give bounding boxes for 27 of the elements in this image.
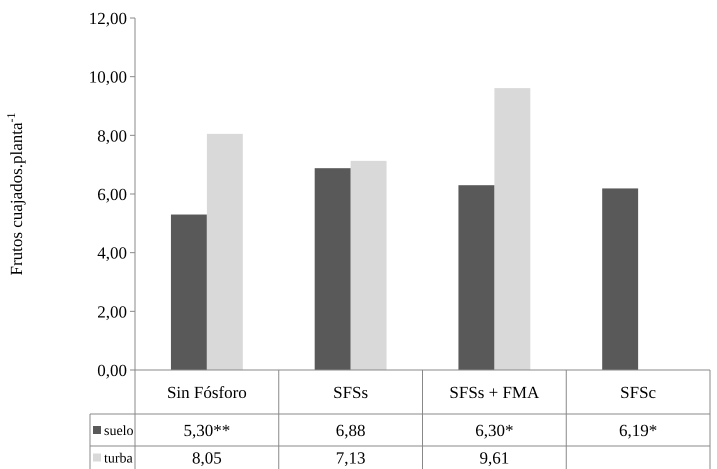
y-tick-label: 10,00 bbox=[88, 68, 127, 87]
x-tick-label: SFSs bbox=[333, 382, 368, 402]
bar bbox=[206, 134, 243, 370]
bar bbox=[350, 160, 387, 370]
bar bbox=[170, 214, 207, 370]
legend-label: turba bbox=[104, 451, 134, 466]
y-tick-label: 12,00 bbox=[88, 8, 127, 28]
data-label: 7,13 bbox=[336, 448, 366, 468]
data-label: 9,61 bbox=[480, 448, 510, 468]
data-label: 8,05 bbox=[192, 448, 222, 468]
data-label: 5,30** bbox=[184, 420, 230, 440]
y-tick-label: 2,00 bbox=[97, 302, 127, 322]
data-label: 6,88 bbox=[336, 420, 366, 440]
y-tick-label: 4,00 bbox=[97, 244, 127, 263]
y-tick-label: 6,00 bbox=[97, 184, 127, 204]
bar bbox=[458, 185, 494, 370]
bar bbox=[314, 168, 351, 370]
data-label: 6,19* bbox=[619, 420, 658, 440]
x-tick-label: SFSc bbox=[620, 382, 657, 402]
legend-label: suelo bbox=[104, 424, 134, 439]
bar bbox=[494, 88, 530, 370]
y-tick-label: 8,00 bbox=[97, 126, 127, 146]
x-tick-label: Sin Fósforo bbox=[166, 382, 247, 402]
x-tick-label: SFSs + FMA bbox=[449, 382, 540, 402]
bar bbox=[602, 188, 638, 370]
data-label: 6,30* bbox=[475, 420, 514, 440]
y-tick-label: 0,00 bbox=[97, 360, 127, 380]
